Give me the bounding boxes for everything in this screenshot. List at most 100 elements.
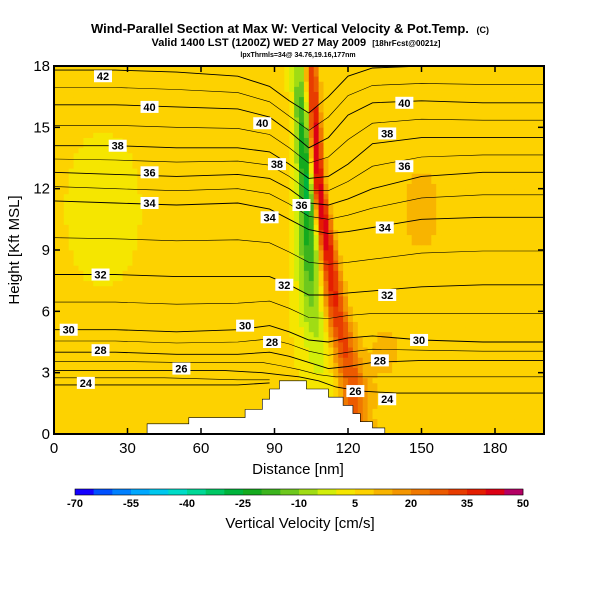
heatmap-cell — [387, 347, 393, 353]
heatmap-cell — [63, 229, 70, 236]
heatmap-cell — [191, 321, 197, 328]
heatmap-cell — [416, 408, 422, 414]
heatmap-cell — [377, 239, 383, 246]
heatmap-cell — [480, 198, 486, 205]
heatmap-cell — [490, 275, 496, 282]
heatmap-cell — [88, 204, 94, 210]
heatmap-cell — [205, 413, 212, 420]
heatmap-cell — [137, 316, 143, 322]
heatmap-cell — [436, 234, 442, 241]
heatmap-cell — [421, 398, 427, 404]
heatmap-cell — [499, 408, 506, 414]
heatmap-cell — [333, 214, 339, 220]
heatmap-cell — [308, 209, 315, 215]
heatmap-cell — [205, 178, 212, 184]
heatmap-cell — [460, 255, 466, 261]
heatmap-cell — [235, 357, 241, 363]
heatmap-cell — [122, 428, 128, 434]
heatmap-cell — [294, 265, 300, 271]
heatmap-cell — [230, 403, 236, 409]
heatmap-cell — [485, 290, 491, 297]
heatmap-cell — [499, 331, 506, 338]
heatmap-cell — [372, 229, 378, 236]
heatmap-cell — [504, 193, 511, 200]
heatmap-cell — [215, 244, 221, 251]
heatmap-cell — [156, 255, 163, 261]
heatmap-cell — [122, 342, 128, 348]
heatmap-cell — [132, 372, 138, 379]
heatmap-cell — [205, 265, 212, 271]
heatmap-cell — [63, 296, 70, 302]
heatmap-cell — [313, 280, 319, 287]
heatmap-cell — [303, 178, 310, 184]
heatmap-cell — [171, 342, 177, 348]
heatmap-cell — [259, 382, 266, 389]
heatmap-cell — [63, 352, 70, 358]
heatmap-cell — [181, 219, 187, 225]
heatmap-cell — [509, 234, 515, 241]
heatmap-cell — [98, 183, 104, 190]
heatmap-cell — [495, 352, 501, 358]
heatmap-cell — [416, 316, 422, 322]
heatmap-cell — [514, 377, 520, 384]
heatmap-cell — [495, 234, 501, 241]
heatmap-cell — [436, 408, 442, 414]
heatmap-cell — [245, 316, 251, 322]
heatmap-cell — [455, 290, 462, 297]
heatmap-cell — [176, 347, 182, 353]
heatmap-cell — [274, 224, 280, 230]
heatmap-cell — [284, 362, 290, 368]
heatmap-cell — [191, 342, 197, 348]
vertical-velocity-heatmap — [54, 66, 544, 434]
heatmap-cell — [264, 178, 270, 184]
heatmap-cell — [299, 193, 305, 200]
heatmap-cell — [112, 408, 119, 414]
heatmap-cell — [460, 285, 466, 292]
heatmap-cell — [127, 306, 133, 312]
heatmap-cell — [446, 372, 452, 379]
heatmap-cell — [294, 193, 300, 200]
heatmap-cell — [460, 204, 466, 210]
heatmap-cell — [495, 336, 501, 343]
heatmap-cell — [411, 219, 417, 225]
heatmap-cell — [259, 372, 266, 379]
heatmap-cell — [303, 306, 310, 312]
heatmap-cell — [529, 183, 535, 190]
heatmap-cell — [504, 423, 511, 430]
heatmap-cell — [230, 393, 236, 399]
heatmap-cell — [455, 280, 462, 287]
heatmap-cell — [284, 316, 290, 322]
heatmap-cell — [411, 270, 417, 276]
heatmap-cell — [107, 250, 114, 256]
heatmap-cell — [205, 398, 212, 404]
heatmap-cell — [460, 239, 466, 246]
heatmap-cell — [284, 219, 290, 225]
heatmap-cell — [58, 270, 65, 276]
heatmap-cell — [122, 296, 128, 302]
heatmap-cell — [436, 347, 442, 353]
heatmap-cell — [245, 367, 251, 374]
heatmap-cell — [245, 342, 251, 348]
heatmap-cell — [343, 224, 349, 230]
heatmap-cell — [176, 296, 182, 302]
heatmap-cell — [250, 188, 256, 195]
heatmap-cell — [357, 285, 364, 292]
heatmap-cell — [299, 250, 305, 256]
heatmap-cell — [519, 239, 525, 246]
heatmap-cell — [201, 214, 207, 220]
heatmap-cell — [436, 321, 442, 328]
heatmap-cell — [387, 178, 393, 184]
heatmap-cell — [421, 296, 427, 302]
heatmap-cell — [411, 311, 417, 317]
heatmap-cell — [171, 326, 177, 333]
heatmap-cell — [504, 183, 511, 190]
heatmap-cell — [122, 413, 128, 420]
heatmap-cell — [88, 250, 94, 256]
heatmap-cell — [171, 311, 177, 317]
heatmap-cell — [127, 204, 133, 210]
heatmap-cell — [166, 285, 172, 292]
heatmap-cell — [250, 347, 256, 353]
heatmap-cell — [534, 183, 540, 190]
heatmap-cell — [98, 413, 104, 420]
heatmap-cell — [83, 403, 89, 409]
